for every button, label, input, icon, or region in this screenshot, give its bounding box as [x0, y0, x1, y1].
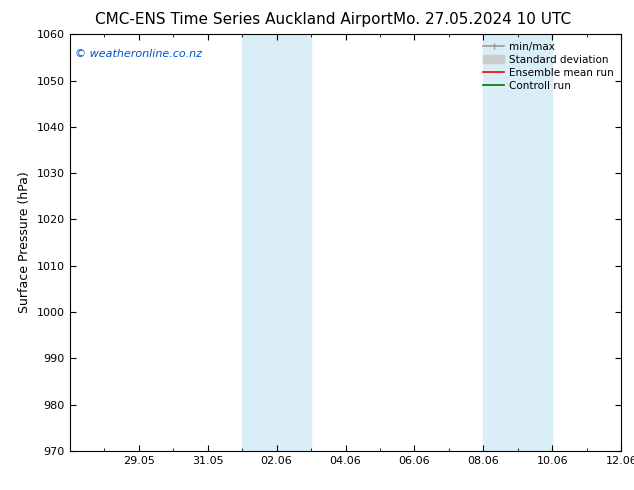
Text: © weatheronline.co.nz: © weatheronline.co.nz: [75, 49, 202, 59]
Text: CMC-ENS Time Series Auckland Airport: CMC-ENS Time Series Auckland Airport: [95, 12, 393, 27]
Y-axis label: Surface Pressure (hPa): Surface Pressure (hPa): [18, 172, 31, 314]
Text: Mo. 27.05.2024 10 UTC: Mo. 27.05.2024 10 UTC: [393, 12, 571, 27]
Legend: min/max, Standard deviation, Ensemble mean run, Controll run: min/max, Standard deviation, Ensemble me…: [481, 40, 616, 93]
Bar: [483, 34, 552, 451]
Bar: [242, 34, 311, 451]
